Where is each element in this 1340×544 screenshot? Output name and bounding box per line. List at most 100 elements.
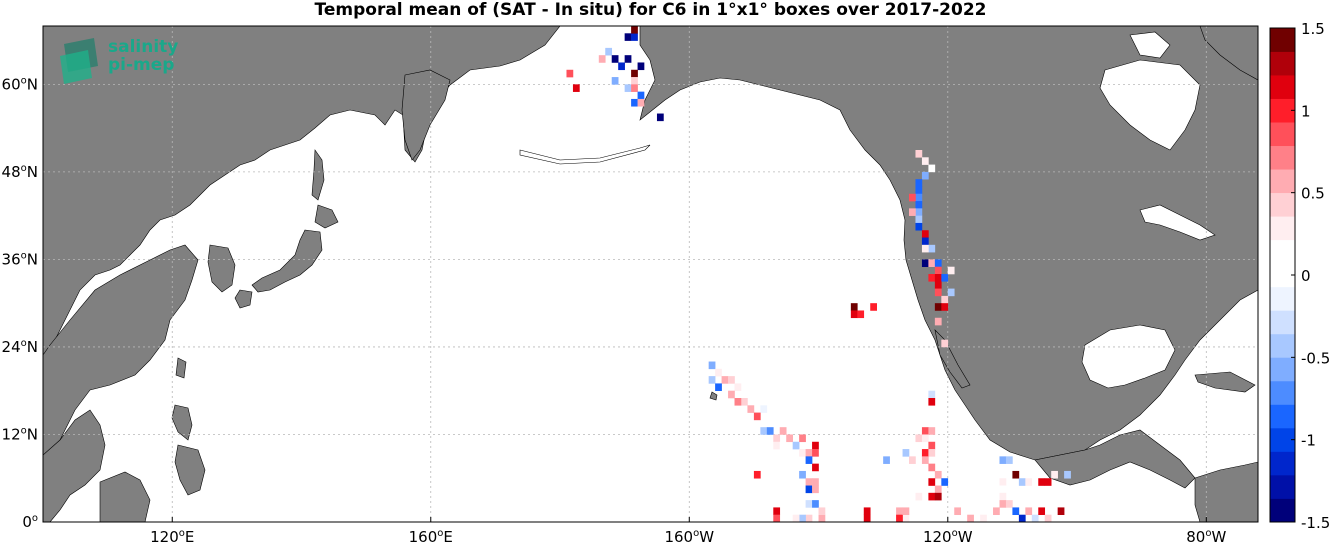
data-cell: [598, 55, 606, 63]
colorbar-segment: [1270, 169, 1295, 194]
land-kamchatka: [401, 69, 451, 161]
data-cell: [631, 98, 638, 107]
data-cell: [753, 412, 761, 421]
data-cell: [805, 449, 813, 457]
data-cell: [1031, 514, 1039, 522]
data-cell: [889, 500, 897, 508]
data-cell: [605, 47, 613, 56]
data-cell: [934, 492, 942, 501]
data-cell: [631, 77, 638, 85]
colorbar: 1.5 1 0.5 0 -0.5 -1 -1.5: [1269, 20, 1330, 532]
data-cell: [753, 470, 761, 479]
colorbar-segment: [1270, 122, 1295, 147]
lon-tick-label: 80oW: [1186, 528, 1226, 544]
data-cell: [902, 507, 910, 516]
lat-tick-label: 24oN: [2, 338, 38, 356]
land-indochina: [43, 409, 106, 522]
data-cell: [915, 222, 923, 231]
data-cell: [805, 500, 813, 508]
data-cell: [715, 383, 722, 392]
data-cell: [928, 463, 936, 472]
data-cell: [1064, 470, 1071, 479]
data-cell: [857, 310, 865, 319]
data-cell: [812, 500, 819, 508]
land-masses: [43, 26, 1258, 522]
data-cell: [760, 405, 768, 413]
data-cell: [928, 478, 936, 486]
data-cell: [1057, 507, 1065, 516]
data-cell: [631, 69, 638, 78]
land-borneo: [99, 471, 151, 522]
colorbar-segment: [1270, 474, 1295, 499]
data-cell: [915, 215, 923, 224]
data-cell: [870, 303, 877, 311]
data-cell: [915, 201, 923, 209]
colorbar-segment: [1270, 427, 1295, 452]
data-cell: [934, 485, 942, 494]
data-cell: [999, 492, 1007, 501]
data-cell: [734, 383, 742, 392]
colorbar-tick-label: 0: [1301, 267, 1311, 285]
data-cell: [954, 507, 962, 516]
data-cell: [915, 186, 923, 195]
land-japan-kyushu: [234, 289, 253, 309]
land-korea: [207, 244, 236, 293]
data-cell: [721, 376, 729, 384]
data-cell: [921, 230, 929, 238]
land-taiwan: [175, 357, 187, 379]
data-cell: [1005, 500, 1013, 508]
data-cell: [805, 485, 813, 494]
data-cell: [921, 449, 929, 457]
data-cell: [812, 478, 819, 486]
data-cell: [915, 208, 923, 216]
lat-tick-label: 12oN: [2, 425, 38, 443]
land-cuba: [1194, 371, 1256, 393]
data-cell: [941, 303, 949, 311]
data-cell: [818, 514, 826, 522]
data-cell: [1018, 478, 1026, 486]
data-cell: [812, 485, 819, 494]
data-cell: [999, 478, 1007, 486]
axis-labels: 0o 12oN 24oN 36oN 48oN 60oN 120oE 160oE 160oW 120…: [2, 75, 1227, 544]
colorbar-tick-label: -1.5: [1301, 514, 1330, 532]
data-cell: [928, 441, 936, 450]
colorbar-segment: [1270, 404, 1295, 429]
water-hudson-bay: [1099, 59, 1201, 151]
data-cell: [915, 150, 923, 158]
logo-line1: salinity: [108, 37, 179, 57]
data-cell: [1044, 514, 1052, 522]
data-cell: [921, 244, 929, 253]
data-cell: [909, 208, 916, 216]
data-cell: [631, 84, 638, 92]
data-cell: [915, 193, 923, 202]
data-cell: [941, 274, 949, 282]
data-cell: [631, 26, 638, 34]
data-cell: [1018, 514, 1026, 522]
data-cell: [799, 470, 806, 479]
data-cell: [760, 427, 768, 435]
data-cell: [799, 514, 806, 522]
data-cell: [799, 449, 806, 457]
data-cell: [999, 456, 1007, 464]
salinity-pi-mep-logo: salinity pi-mep: [58, 36, 188, 86]
data-cell: [915, 492, 923, 501]
data-cell: [902, 514, 910, 522]
data-cell: [928, 259, 936, 268]
data-cell: [618, 62, 625, 71]
data-cell: [708, 376, 716, 384]
lon-tick-label: 120oE: [150, 528, 194, 544]
map-frame: [42, 25, 1259, 523]
colorbar-tick-label: 0.5: [1301, 185, 1325, 203]
data-cell: [1038, 478, 1046, 486]
logo-line2: pi-mep: [108, 55, 175, 75]
colorbar-segment: [1270, 498, 1295, 523]
colorbar-segment: [1270, 333, 1295, 358]
data-cell: [999, 485, 1007, 494]
data-cell: [624, 84, 632, 92]
data-cell: [909, 456, 916, 464]
data-cell: [934, 274, 942, 282]
colorbar-segment: [1270, 28, 1295, 52]
data-cell: [896, 507, 903, 516]
data-cell: [779, 441, 787, 450]
colorbar-segment: [1270, 51, 1295, 76]
